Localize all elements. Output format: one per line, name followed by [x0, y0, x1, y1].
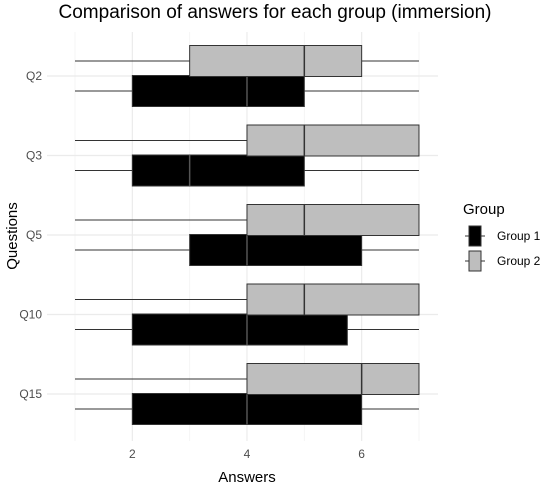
box-group-2-q10 [246, 283, 420, 316]
box-group-2-q3 [246, 124, 420, 157]
box-group-1-q10 [131, 313, 348, 346]
x-axis-title: Answers [218, 469, 276, 486]
box-group-1-q3 [131, 154, 305, 187]
x-tick-4: 4 [244, 447, 251, 461]
y-tick-q10: Q10 [19, 308, 42, 322]
x-tick-2: 2 [129, 447, 136, 461]
y-axis-title: Questions [4, 202, 21, 270]
y-tick-q15: Q15 [19, 387, 42, 401]
y-tick-labels: Q2 Q3 Q5 Q10 Q15 [19, 69, 42, 401]
legend-key-group-2 [468, 250, 482, 272]
box-group-2-q15 [246, 363, 420, 395]
legend: Group Group 1 Group 2 [463, 201, 541, 272]
box-layer [75, 45, 420, 425]
y-tick-q2: Q2 [26, 69, 42, 83]
chart-title: Comparison of answers for each group (im… [59, 2, 492, 23]
box-group-2-q5 [246, 204, 420, 236]
x-tick-6: 6 [358, 447, 365, 461]
y-tick-q5: Q5 [26, 228, 42, 242]
box-group-1-q5 [189, 234, 363, 266]
legend-label-group-1: Group 1 [497, 229, 541, 243]
box-group-1-q2 [131, 75, 305, 107]
x-tick-labels: 2 4 6 [129, 447, 365, 461]
legend-title: Group [463, 201, 505, 218]
plot-area [47, 32, 438, 441]
legend-key-group-1 [468, 225, 482, 247]
y-tick-q3: Q3 [26, 149, 42, 163]
legend-label-group-2: Group 2 [497, 254, 541, 268]
box-group-2-q2 [189, 45, 363, 77]
